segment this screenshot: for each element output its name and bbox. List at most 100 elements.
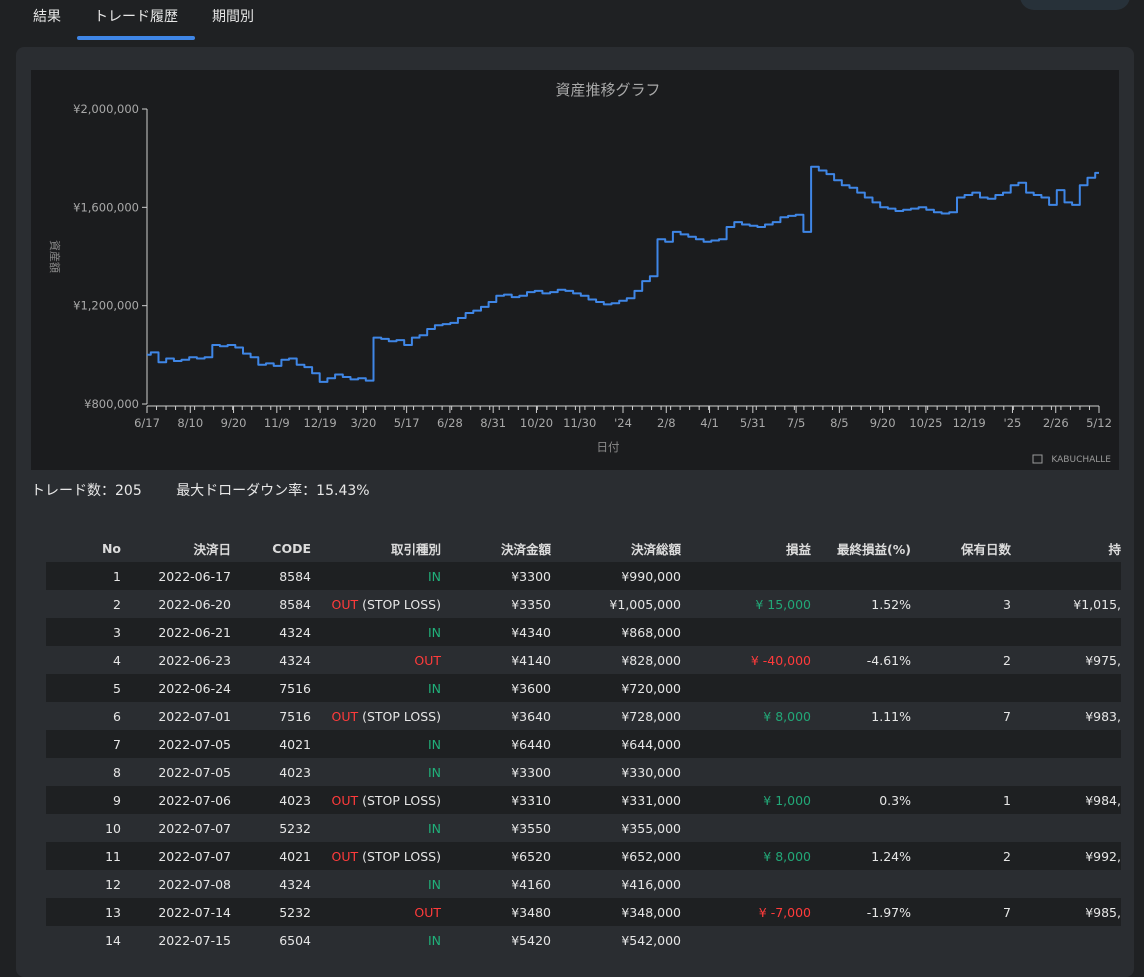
cell-pct [811,814,911,842]
cell-code: 4023 [231,786,311,814]
table-row[interactable]: 13 2022-07-14 5232 OUT ¥3480 ¥348,000 ¥ -7,000… [46,898,1121,926]
column-header-pct[interactable]: 最終損益(%) [837,541,911,557]
tab-by-period[interactable]: 期間別 [212,9,254,25]
cell-no-value: 10 [105,820,121,836]
table-row[interactable]: 2 2022-06-20 8584 OUT (STOP LOSS) ¥3350 ¥1,00… [46,590,1121,618]
cell-asset [1011,730,1121,758]
cell-asset [1011,562,1121,590]
trade-type-badge: OUT [331,848,359,864]
column-header-pl[interactable]: 損益 [785,541,811,557]
cell-total-value: ¥868,000 [621,624,681,640]
cell-asset [1011,758,1121,786]
cell-days-value: 1 [1003,792,1011,808]
cell-days [911,618,1011,646]
cell-code: 4324 [231,870,311,898]
column-header-price[interactable]: 決済金額 [500,541,551,557]
x-tick-label: 8/10 [177,416,203,430]
cell-pct [811,562,911,590]
cell-date-value: 2022-07-06 [158,792,231,808]
cell-pl-value: ¥ -7,000 [758,904,811,920]
cell-no: 8 [46,758,121,786]
cell-price: ¥4140 [441,646,551,674]
cell-pct [811,926,911,954]
table-row[interactable]: 6 2022-07-01 7516 OUT (STOP LOSS) ¥3640 ¥728,… [46,702,1121,730]
table-row[interactable]: 10 2022-07-07 5232 IN ¥3550 ¥355,000 [46,814,1121,842]
cell-pct-value: 1.24% [871,848,911,864]
table-row[interactable]: 11 2022-07-07 4021 OUT (STOP LOSS) ¥6520 ¥652… [46,842,1121,870]
trade-type-badge: IN [427,624,441,640]
tab-results[interactable]: 結果 [33,9,61,25]
column-header-asset[interactable]: 持 [1108,541,1121,557]
cell-type: IN [311,870,441,898]
cell-asset-value: ¥985, [1085,904,1121,920]
cell-price: ¥3300 [441,758,551,786]
trade-table-container[interactable]: No 決済日 CODE 取引種別 決済金額 決済総額 損益 最終損益(%) 保有日数 持 1 202… [46,534,1126,974]
cell-no-value: 12 [105,876,121,892]
column-header-no[interactable]: No [101,540,121,556]
trade-type-badge: IN [427,680,441,696]
cell-total: ¥990,000 [551,562,681,590]
cell-price: ¥3300 [441,562,551,590]
cell-no-value: 4 [113,652,121,668]
trade-type-badge: OUT [331,708,359,724]
cell-asset-value: ¥1,015, [1073,596,1121,612]
cell-days-value: 2 [1003,652,1011,668]
cell-asset-value: ¥975, [1085,652,1121,668]
y-tick-label: ¥1,600,000 [73,200,139,214]
column-header-type[interactable]: 取引種別 [390,541,441,557]
cell-days-value: 7 [1003,904,1011,920]
cell-pl: ¥ 1,000 [681,786,811,814]
cell-date-value: 2022-06-20 [158,596,231,612]
cell-date-value: 2022-06-21 [158,624,231,640]
x-tick-label: 11/30 [563,416,596,430]
cell-total: ¥416,000 [551,870,681,898]
cell-price-value: ¥3310 [511,792,551,808]
cell-pct-value: -4.61% [866,652,911,668]
table-row[interactable]: 12 2022-07-08 4324 IN ¥4160 ¥416,000 [46,870,1121,898]
cell-pl: ¥ -7,000 [681,898,811,926]
cell-date: 2022-06-23 [121,646,231,674]
column-header-days[interactable]: 保有日数 [960,541,1011,557]
tab-trade-history[interactable]: トレード履歴 [94,9,178,25]
trade-count: トレード数：205 [31,483,142,499]
cell-pct [811,730,911,758]
table-row[interactable]: 14 2022-07-15 6504 IN ¥5420 ¥542,000 [46,926,1121,954]
trade-type-badge: IN [427,736,441,752]
column-header-code[interactable]: CODE [272,540,311,556]
cell-no: 12 [46,870,121,898]
cell-total: ¥728,000 [551,702,681,730]
cell-asset: ¥985, [1011,898,1121,926]
cell-days-value: 3 [1003,596,1011,612]
y-tick-label: ¥800,000 [84,397,139,411]
cell-date: 2022-07-08 [121,870,231,898]
column-header-date[interactable]: 決済日 [193,541,231,557]
cell-days: 2 [911,842,1011,870]
cell-days [911,730,1011,758]
cell-total: ¥331,000 [551,786,681,814]
cell-code-value: 6504 [279,932,311,948]
cell-total: ¥542,000 [551,926,681,954]
table-row[interactable]: 7 2022-07-05 4021 IN ¥6440 ¥644,000 [46,730,1121,758]
table-row[interactable]: 1 2022-06-17 8584 IN ¥3300 ¥990,000 [46,562,1121,590]
cell-price-value: ¥3550 [511,820,551,836]
cell-price: ¥4160 [441,870,551,898]
cell-price: ¥4340 [441,618,551,646]
top-right-control[interactable] [1020,0,1130,10]
table-row[interactable]: 5 2022-06-24 7516 IN ¥3600 ¥720,000 [46,674,1121,702]
cell-total-value: ¥644,000 [621,736,681,752]
table-row[interactable]: 8 2022-07-05 4023 IN ¥3300 ¥330,000 [46,758,1121,786]
cell-code: 4021 [231,730,311,758]
cell-days-value: 7 [1003,708,1011,724]
table-row[interactable]: 4 2022-06-23 4324 OUT ¥4140 ¥828,000 ¥ -40,000… [46,646,1121,674]
cell-days: 7 [911,898,1011,926]
cell-code: 4324 [231,646,311,674]
cell-days: 7 [911,702,1011,730]
table-row[interactable]: 3 2022-06-21 4324 IN ¥4340 ¥868,000 [46,618,1121,646]
watermark-icon [1032,454,1043,464]
table-row[interactable]: 9 2022-07-06 4023 OUT (STOP LOSS) ¥3310 ¥331,… [46,786,1121,814]
cell-price: ¥5420 [441,926,551,954]
x-tick-label: 10/20 [520,416,553,430]
cell-code-value: 5232 [279,820,311,836]
column-header-total[interactable]: 決済総額 [630,541,681,557]
cell-days: 1 [911,786,1011,814]
